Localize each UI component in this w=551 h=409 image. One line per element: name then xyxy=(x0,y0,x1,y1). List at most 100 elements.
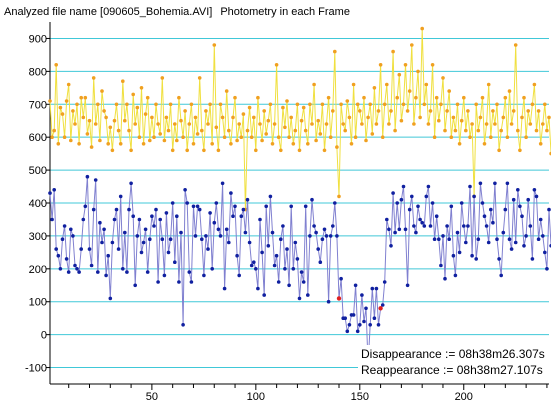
yellow-point-106 xyxy=(266,118,271,123)
yellow-point-181 xyxy=(422,102,427,107)
yellow-point-146 xyxy=(349,142,354,146)
blue-point-22 xyxy=(91,207,96,212)
yellow-point-104 xyxy=(262,109,267,113)
yellow-point-57 xyxy=(164,115,169,120)
blue-point-81 xyxy=(214,201,219,205)
yellow-point-63 xyxy=(177,95,181,100)
blue-point-5 xyxy=(56,253,61,258)
y-tick-label--100: -100 xyxy=(25,363,47,375)
yellow-point-25 xyxy=(98,138,102,143)
blue-point-39 xyxy=(127,207,131,212)
blue-point-4 xyxy=(54,247,58,251)
blue-point-165 xyxy=(389,244,393,248)
yellow-point-117 xyxy=(289,115,294,120)
blue-point-166 xyxy=(391,191,395,195)
blue-point-115 xyxy=(285,247,289,251)
blue-point-79 xyxy=(210,267,214,271)
blue-point-197 xyxy=(455,230,460,235)
yellow-point-159 xyxy=(376,109,381,113)
yellow-point-28 xyxy=(104,115,108,120)
blue-point-37 xyxy=(123,230,127,235)
blue-point-117 xyxy=(289,204,294,209)
yellow-point-113 xyxy=(281,105,285,110)
blue-point-68 xyxy=(187,270,192,274)
blue-point-200 xyxy=(462,224,466,228)
blue-point-205 xyxy=(472,194,476,199)
blue-point-174 xyxy=(407,207,412,212)
yellow-point-126 xyxy=(308,102,312,107)
blue-point-223 xyxy=(509,247,514,251)
yellow-point-40 xyxy=(129,148,133,153)
blue-point-137 xyxy=(331,224,335,228)
yellow-point-67 xyxy=(185,148,189,153)
yellow-point-198 xyxy=(457,142,462,146)
yellow-point-220 xyxy=(503,95,508,100)
blue-point-20 xyxy=(87,247,92,251)
blue-point-155 xyxy=(368,323,373,327)
blue-point-83 xyxy=(218,234,223,238)
blue-point-93 xyxy=(239,214,244,218)
event-markers xyxy=(336,296,383,311)
blue-point-199 xyxy=(459,201,464,205)
blue-point-27 xyxy=(102,227,106,232)
blue-point-86 xyxy=(224,227,229,232)
yellow-point-74 xyxy=(200,128,204,133)
blue-point-87 xyxy=(227,240,231,245)
blue-point-10 xyxy=(66,270,71,274)
yellow-point-47 xyxy=(143,112,148,116)
yellow-series xyxy=(48,26,551,212)
blue-point-77 xyxy=(206,247,210,251)
yellow-point-137 xyxy=(331,109,335,113)
yellow-point-91 xyxy=(235,138,239,143)
blue-point-111 xyxy=(276,280,281,284)
blue-point-52 xyxy=(154,207,158,212)
yellow-point-48 xyxy=(145,95,150,100)
yellow-point-22 xyxy=(91,76,96,80)
blue-point-94 xyxy=(241,207,246,212)
yellow-point-185 xyxy=(430,63,435,67)
blue-point-26 xyxy=(100,240,104,245)
yellow-point-44 xyxy=(137,135,142,139)
blue-point-31 xyxy=(110,240,115,245)
yellow-point-77 xyxy=(206,122,210,126)
yellow-point-16 xyxy=(79,95,83,100)
blue-point-219 xyxy=(501,230,506,235)
yellow-point-211 xyxy=(484,122,489,126)
data-series xyxy=(48,26,551,367)
yellow-point-26 xyxy=(100,89,104,93)
blue-point-16 xyxy=(79,247,83,251)
blue-point-35 xyxy=(118,194,123,199)
blue-point-100 xyxy=(254,267,258,271)
blue-point-184 xyxy=(428,224,433,228)
y-tick-label-500: 500 xyxy=(29,165,47,177)
yellow-point-15 xyxy=(77,142,81,146)
blue-point-8 xyxy=(62,224,67,228)
blue-point-103 xyxy=(260,250,264,255)
blue-point-29 xyxy=(106,253,110,258)
blue-point-72 xyxy=(195,204,200,209)
blue-point-151 xyxy=(360,293,364,297)
yellow-point-237 xyxy=(538,142,543,146)
blue-point-38 xyxy=(125,270,129,274)
yellow-point-72 xyxy=(195,132,200,136)
yellow-point-160 xyxy=(378,63,383,67)
blue-point-139 xyxy=(335,234,339,238)
blue-point-149 xyxy=(355,329,360,334)
event-marker-140 xyxy=(336,296,342,301)
blue-point-233 xyxy=(530,257,535,261)
blue-point-202 xyxy=(466,224,470,228)
blue-point-198 xyxy=(457,250,462,255)
reappearance-label: Reappearance := 08h38m27.107s xyxy=(361,363,543,377)
blue-point-180 xyxy=(420,220,425,225)
y-tick-label-600: 600 xyxy=(29,132,47,144)
y-tick-labels: -100 0 100 200 300 400 500 600 700 800 900 xyxy=(25,33,50,375)
yellow-point-6 xyxy=(58,105,63,110)
yellow-point-161 xyxy=(380,135,385,139)
blue-point-112 xyxy=(279,237,283,241)
blue-point-64 xyxy=(179,230,183,235)
yellow-point-240 xyxy=(545,128,549,133)
yellow-point-164 xyxy=(387,122,391,126)
yellow-point-81 xyxy=(214,125,219,130)
blue-point-108 xyxy=(270,230,275,235)
